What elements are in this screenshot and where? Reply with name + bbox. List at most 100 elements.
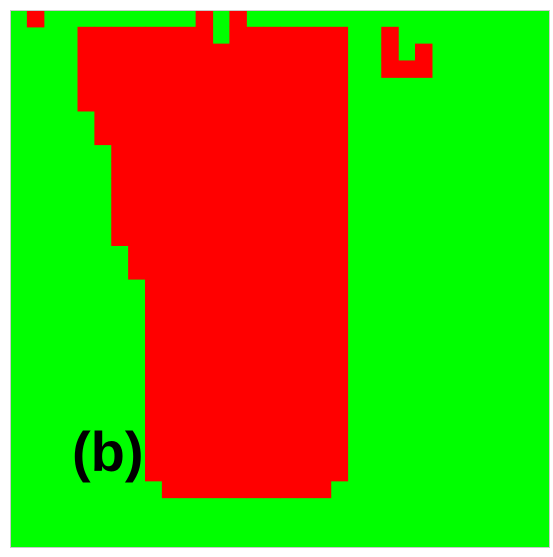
- lattice-cell: [111, 144, 129, 162]
- lattice-cell: [161, 396, 180, 415]
- lattice-cell: [246, 94, 264, 112]
- lattice-cell: [161, 94, 180, 112]
- lattice-cell: [178, 228, 197, 246]
- lattice-cell: [229, 480, 247, 499]
- lattice-cell: [94, 43, 112, 62]
- lattice-cell: [212, 127, 230, 146]
- lattice-cell: [280, 279, 298, 297]
- lattice-cell: [280, 144, 298, 162]
- lattice-cell: [296, 413, 315, 431]
- lattice-cell: [296, 279, 315, 297]
- lattice-cell: [195, 194, 214, 213]
- lattice-cell: [296, 26, 315, 45]
- lattice-cell: [229, 10, 247, 28]
- lattice-cell: [313, 363, 332, 381]
- lattice-cell: [145, 413, 163, 431]
- lattice-cell: [77, 77, 95, 95]
- lattice-cell: [263, 480, 281, 499]
- lattice-cell: [246, 480, 264, 499]
- lattice-cell: [212, 262, 230, 280]
- lattice-cell: [313, 396, 332, 415]
- lattice-cell: [246, 245, 264, 263]
- lattice-cell: [280, 127, 298, 146]
- lattice-cell: [145, 447, 163, 465]
- lattice-cell: [280, 110, 298, 129]
- lattice-cell: [296, 228, 315, 246]
- lattice-cell: [330, 127, 349, 146]
- lattice-cell: [229, 346, 247, 364]
- lattice-cell: [381, 43, 399, 62]
- lattice-cell: [313, 43, 332, 62]
- lattice-cell: [229, 228, 247, 246]
- lattice-cell: [178, 245, 197, 263]
- lattice-cell: [330, 363, 349, 381]
- panel-label: (b): [72, 420, 144, 483]
- lattice-cell: [178, 178, 197, 196]
- lattice-cell: [178, 312, 197, 331]
- lattice-cell: [229, 295, 247, 314]
- lattice-cell: [178, 295, 197, 314]
- lattice-cell: [161, 77, 180, 95]
- lattice-cell: [178, 262, 197, 280]
- lattice-cell: [229, 43, 247, 62]
- lattice-cell: [161, 144, 180, 162]
- lattice-cell: [263, 463, 281, 482]
- lattice-cell: [128, 77, 146, 95]
- lattice-cell: [178, 211, 197, 230]
- lattice-cell: [296, 329, 315, 347]
- lattice-cell: [178, 60, 197, 78]
- lattice-cell: [246, 396, 264, 415]
- lattice-cell: [246, 279, 264, 297]
- lattice-cell: [330, 228, 349, 246]
- lattice-cell: [246, 329, 264, 347]
- lattice-cell: [296, 463, 315, 482]
- lattice-cell: [145, 228, 163, 246]
- lattice-cell: [111, 178, 129, 196]
- lattice-cell: [94, 94, 112, 112]
- lattice-cell: [212, 463, 230, 482]
- lattice-cell: [212, 346, 230, 364]
- lattice-cell: [296, 94, 315, 112]
- lattice-cell: [263, 379, 281, 398]
- lattice-cell: [212, 161, 230, 179]
- lattice-cell: [263, 295, 281, 314]
- lattice-cell: [212, 211, 230, 230]
- lattice-cell: [195, 329, 214, 347]
- lattice-cell: [195, 60, 214, 78]
- lattice-cell: [195, 10, 214, 28]
- lattice-cell: [263, 144, 281, 162]
- lattice-cell: [111, 194, 129, 213]
- lattice-cell: [415, 60, 433, 78]
- lattice-cell: [246, 447, 264, 465]
- lattice-cell: [77, 94, 95, 112]
- lattice-cell: [94, 110, 112, 129]
- lattice-cell: [229, 94, 247, 112]
- lattice-cell: [128, 60, 146, 78]
- lattice-cell: [212, 413, 230, 431]
- lattice-cell: [280, 161, 298, 179]
- lattice-cell: [280, 447, 298, 465]
- lattice-cell: [280, 228, 298, 246]
- lattice-cell: [178, 430, 197, 448]
- lattice-cell: [145, 396, 163, 415]
- lattice-cell: [263, 396, 281, 415]
- lattice-cell: [229, 245, 247, 263]
- lattice-cell: [263, 77, 281, 95]
- lattice-cell: [246, 312, 264, 331]
- lattice-cell: [178, 194, 197, 213]
- lattice-cell: [296, 480, 315, 499]
- lattice-cell: [178, 463, 197, 482]
- lattice-cell: [229, 279, 247, 297]
- lattice-cell: [212, 228, 230, 246]
- lattice-cell: [128, 110, 146, 129]
- lattice-cell: [280, 413, 298, 431]
- lattice-cell: [296, 363, 315, 381]
- lattice-cell: [229, 127, 247, 146]
- lattice-cell: [296, 211, 315, 230]
- lattice-cell: [161, 295, 180, 314]
- lattice-cell: [330, 161, 349, 179]
- lattice-cell: [330, 396, 349, 415]
- lattice-cell: [246, 127, 264, 146]
- lattice-cell: [77, 60, 95, 78]
- lattice-cell: [229, 262, 247, 280]
